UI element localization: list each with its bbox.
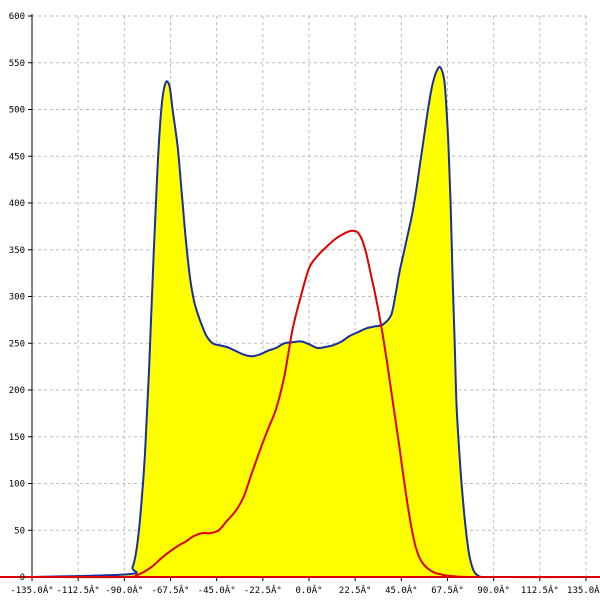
tick-labels: -135.0Â° -112.5Â° -90.0Â° -67.5Â° -45.0Â° -22… (9, 12, 600, 596)
y-tick-label: 50 (14, 526, 25, 536)
y-tick-label: 300 (9, 293, 25, 303)
x-tick-label: -45.0Â° (198, 584, 236, 596)
x-tick-label: 45.0Â° (385, 584, 418, 596)
x-tick-label: 22.5Â° (339, 584, 372, 596)
x-tick-label: 112.5Â° (521, 584, 559, 596)
x-tick-label: -22.5Â° (244, 584, 282, 596)
x-tick-label: -90.0Â° (105, 584, 143, 596)
x-tick-label: -135.0Â° (10, 584, 53, 596)
y-tick-label: 250 (9, 339, 25, 349)
series-1-outline (31, 66, 586, 579)
y-tick-label: 450 (9, 152, 25, 162)
x-tick-label: -67.5Â° (152, 584, 190, 596)
x-tick-label: -112.5Â° (56, 584, 99, 596)
axes (0, 14, 600, 581)
y-tick-label: 200 (9, 386, 25, 396)
x-tick-label: 135.0Â° (567, 584, 600, 596)
y-tick-label: 550 (9, 59, 25, 69)
series-2-line (31, 229, 587, 579)
y-tick-label: 350 (9, 246, 25, 256)
y-tick-label: 100 (9, 480, 25, 490)
x-tick-label: 67.5Â° (431, 584, 464, 596)
y-tick-label: 150 (9, 433, 25, 443)
series-layer (31, 66, 587, 579)
y-tick-label: 500 (9, 106, 25, 116)
y-tick-label: 400 (9, 199, 25, 209)
x-tick-label: 90.0Â° (477, 584, 510, 596)
series-1-area (32, 67, 586, 578)
x-tick-label: 0.0Â° (295, 584, 322, 596)
y-tick-label: 600 (9, 12, 25, 22)
y-tick-label: 0 (20, 573, 25, 583)
